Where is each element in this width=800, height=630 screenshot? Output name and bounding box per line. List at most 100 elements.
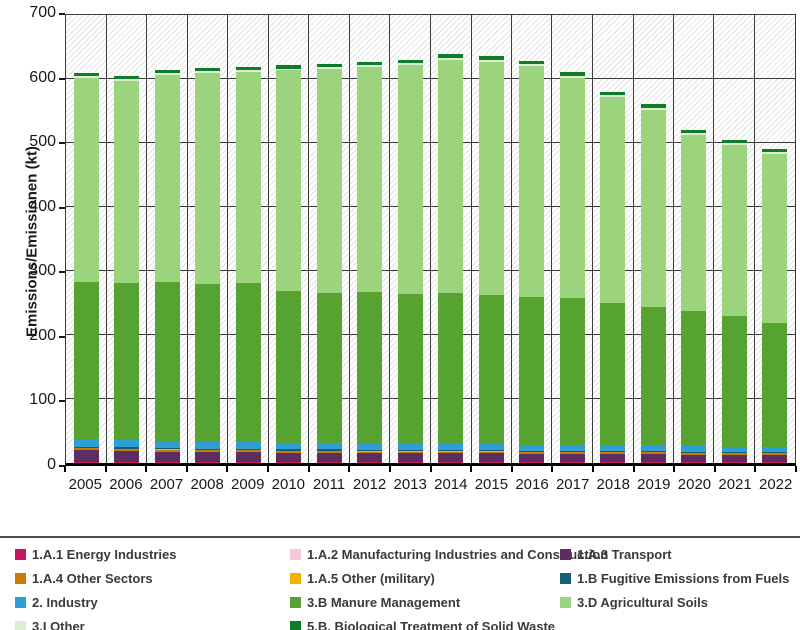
bar-segment — [276, 442, 302, 450]
legend-item: 1.B Fugitive Emissions from Fuels — [560, 569, 800, 588]
bar-segment — [640, 104, 666, 108]
legend-color-swatch — [290, 621, 301, 630]
y-tick-label-100: 100 — [29, 391, 56, 409]
bar-segment — [276, 290, 302, 443]
bar-segment — [438, 449, 464, 452]
bar-segment — [559, 444, 585, 451]
x-tick-mark — [388, 466, 391, 472]
bar-segment — [478, 449, 504, 452]
bar-segment — [73, 76, 99, 79]
x-axis-ticks — [64, 466, 797, 472]
bar-segment — [276, 461, 302, 463]
bar-segment — [73, 450, 99, 462]
bar-segment — [154, 451, 180, 462]
bar-segment — [357, 443, 383, 450]
bar-segment — [681, 461, 707, 463]
legend-label: 1.A.2 Manufacturing Industries and Const… — [307, 547, 609, 562]
bar-segment — [762, 154, 788, 324]
y-tick-label-0: 0 — [47, 456, 56, 473]
bar-segment — [73, 461, 99, 463]
bar-segment — [357, 64, 383, 67]
x-tick-label-2005: 2005 — [68, 476, 102, 493]
bar-segment — [681, 453, 707, 456]
x-axis-tick-labels: 2005 2006 2007 2008 2009 2010 2011 2012 2013 2014… — [65, 476, 796, 496]
bar-segment — [519, 60, 545, 65]
bar-segment — [357, 291, 383, 444]
bar-segment — [235, 450, 261, 453]
x-tick-mark — [185, 466, 188, 472]
legend-item: 1.A.4 Other Sectors — [15, 569, 290, 588]
bar-segment — [478, 451, 504, 454]
bar-segment — [681, 446, 707, 452]
x-tick-label-2022: 2022 — [758, 476, 793, 493]
bar-segment — [762, 323, 788, 447]
bar-segment — [762, 451, 788, 454]
bar-segment — [73, 462, 99, 463]
bar-segment — [397, 293, 423, 445]
bar-2010 — [276, 15, 302, 463]
bar-segment — [235, 71, 261, 283]
y-tick-mark — [59, 465, 65, 467]
bar-segment — [114, 450, 140, 462]
gridline-vertical-12 — [551, 15, 553, 463]
x-tick-label-2014: 2014 — [434, 476, 468, 493]
x-tick-mark — [307, 466, 310, 472]
x-tick-mark — [510, 466, 513, 472]
bar-segment — [762, 461, 788, 463]
legend-item: 1.A.2 Manufacturing Industries and Const… — [290, 545, 608, 564]
x-tick-label-2007: 2007 — [149, 476, 184, 493]
x-tick-label-2008: 2008 — [190, 476, 224, 493]
bar-segment — [154, 441, 180, 449]
bar-segment — [276, 70, 302, 291]
bar-2008 — [195, 15, 221, 463]
legend-label: 5.B. Biological Treatment of Solid Waste — [307, 619, 556, 630]
x-tick-mark — [632, 466, 635, 472]
legend-color-swatch — [290, 597, 301, 608]
x-tick-mark — [673, 466, 676, 472]
legend-color-swatch — [290, 573, 301, 584]
legend-color-swatch — [15, 573, 26, 584]
bar-segment — [438, 293, 464, 445]
bar-segment — [600, 450, 626, 452]
bar-segment — [600, 91, 626, 95]
x-tick-label-2018: 2018 — [596, 476, 630, 493]
bar-segment — [559, 298, 585, 445]
bar-segment — [519, 444, 545, 451]
bar-segment — [235, 448, 261, 450]
bar-segment — [559, 72, 585, 76]
x-tick-mark — [104, 466, 107, 472]
bar-segment — [357, 461, 383, 463]
bar-segment — [600, 462, 626, 463]
legend-item: 1.A.1 Energy Industries — [15, 545, 290, 564]
legend-item: 3.B Manure Management — [290, 593, 560, 612]
bar-2015 — [478, 15, 504, 463]
bar-segment — [114, 282, 140, 441]
bar-segment — [316, 293, 342, 443]
x-tick-mark — [226, 466, 229, 472]
bar-segment — [73, 73, 99, 77]
bar-segment — [235, 462, 261, 463]
x-tick-label-2010: 2010 — [271, 476, 306, 493]
bar-segment — [600, 302, 626, 445]
gridline-vertical-4 — [227, 15, 229, 463]
bar-segment — [114, 440, 140, 448]
bar-segment — [235, 452, 261, 462]
bar-segment — [73, 78, 99, 283]
bar-segment — [519, 450, 545, 452]
bar-segment — [519, 454, 545, 462]
legend-label: 1.A.1 Energy Industries — [32, 547, 177, 562]
bar-segment — [721, 451, 747, 454]
bar-segment — [478, 444, 504, 450]
bar-segment — [721, 143, 747, 146]
bar-segment — [276, 449, 302, 451]
y-tick-mark — [59, 142, 65, 145]
bar-segment — [195, 450, 221, 453]
bar-2016 — [519, 15, 545, 463]
legend-color-swatch — [15, 597, 26, 608]
y-tick-label-200: 200 — [29, 326, 56, 344]
bar-segment — [640, 450, 666, 452]
bar-segment — [600, 452, 626, 455]
bar-segment — [559, 462, 585, 463]
bar-segment — [154, 73, 180, 75]
bar-segment — [640, 444, 666, 451]
